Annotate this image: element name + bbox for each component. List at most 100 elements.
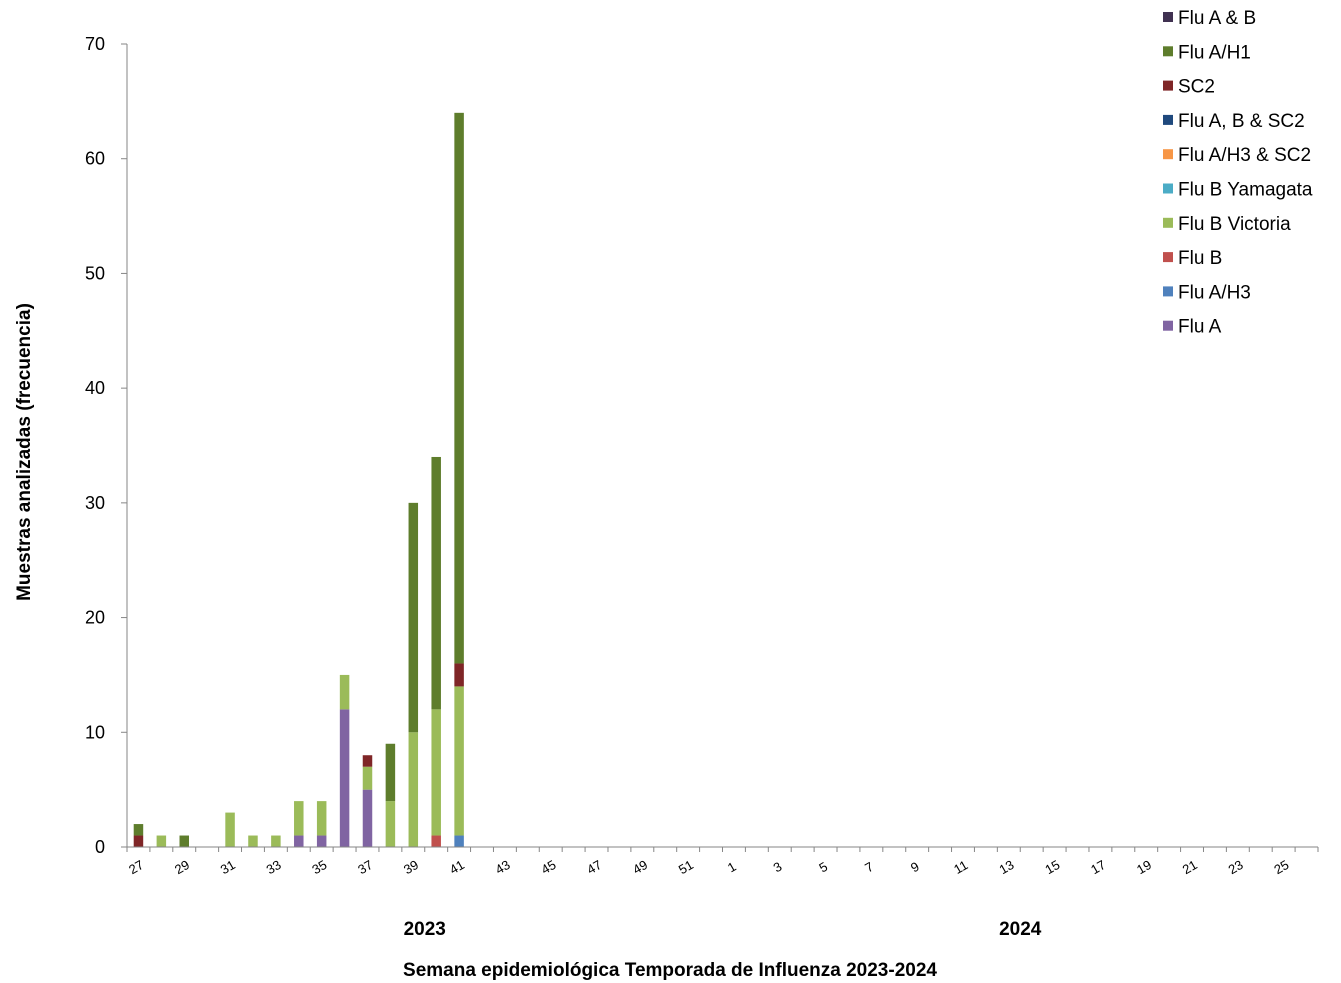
legend-item: SC2 bbox=[1163, 77, 1215, 98]
x-tick-label: 37 bbox=[355, 857, 375, 877]
bar-segment bbox=[179, 835, 190, 847]
legend-swatch bbox=[1163, 80, 1173, 91]
x-tick-label: 3 bbox=[771, 859, 785, 876]
legend-item: Flu A/H1 bbox=[1163, 42, 1251, 63]
x-tick-label: 17 bbox=[1088, 857, 1108, 877]
bar-segment bbox=[294, 835, 304, 847]
bar-segment bbox=[156, 835, 167, 847]
legend-swatch bbox=[1163, 12, 1173, 22]
legend-label: Flu B Yamagata bbox=[1178, 180, 1313, 201]
bar-segment bbox=[408, 732, 419, 847]
y-tick-label: 10 bbox=[85, 722, 105, 742]
x-tick-label: 47 bbox=[584, 857, 604, 877]
y-tick-label: 50 bbox=[85, 263, 105, 283]
y-tick-label: 0 bbox=[95, 837, 105, 857]
x-tick-label: 23 bbox=[1226, 857, 1246, 877]
legend: Flu A & B Flu A/H1 SC2 Flu A, B & SC2 Flu A/… bbox=[1163, 8, 1313, 338]
bar-segment bbox=[316, 801, 327, 836]
bar-segment bbox=[248, 835, 258, 847]
bar-segment bbox=[133, 835, 144, 847]
year-labels: 2023 2024 bbox=[404, 919, 1042, 940]
x-tick-label: 7 bbox=[862, 859, 876, 876]
legend-label: Flu A, B & SC2 bbox=[1178, 111, 1305, 132]
y-tick-label: 40 bbox=[85, 378, 105, 398]
legend-label: Flu A bbox=[1178, 317, 1222, 338]
bar-segment bbox=[408, 502, 419, 733]
bar-segment bbox=[454, 663, 464, 687]
legend-swatch bbox=[1163, 183, 1173, 194]
legend-item: Flu A bbox=[1163, 317, 1222, 338]
bar-segment bbox=[454, 686, 464, 836]
x-tick-label: 5 bbox=[816, 859, 830, 876]
bar-segment bbox=[133, 824, 144, 836]
bar-segment bbox=[271, 835, 281, 847]
legend-label: Flu A/H3 bbox=[1178, 282, 1251, 303]
bar-segment bbox=[385, 801, 396, 847]
x-tick-label: 41 bbox=[447, 857, 467, 877]
x-tick-label: 45 bbox=[538, 857, 558, 877]
x-tick-label: 19 bbox=[1134, 857, 1154, 877]
bar-segment bbox=[339, 674, 350, 710]
x-tick-label: 31 bbox=[218, 857, 238, 877]
legend-label: Flu A/H3 & SC2 bbox=[1178, 145, 1311, 166]
legend-item: Flu A & B bbox=[1163, 8, 1256, 29]
bar-segment bbox=[362, 766, 373, 790]
legend-swatch bbox=[1163, 217, 1173, 228]
legend-label: SC2 bbox=[1178, 77, 1215, 98]
bar-segment bbox=[454, 835, 464, 847]
legend-swatch bbox=[1163, 149, 1173, 160]
bar-segment bbox=[431, 709, 441, 836]
bar-segment bbox=[316, 835, 327, 847]
x-tick-label: 43 bbox=[493, 857, 513, 877]
legend-swatch bbox=[1163, 286, 1173, 297]
x-tick-label: 11 bbox=[951, 857, 970, 877]
legend-swatch bbox=[1163, 320, 1173, 331]
x-tick-label: 39 bbox=[401, 857, 421, 877]
legend-swatch bbox=[1163, 114, 1173, 125]
y-tick-label: 60 bbox=[85, 149, 105, 169]
bar-segment bbox=[225, 812, 235, 847]
legend-item: Flu A/H3 & SC2 bbox=[1163, 145, 1311, 166]
x-tick-label: 27 bbox=[126, 857, 146, 877]
bar-segment bbox=[362, 755, 373, 767]
x-axis-title: Semana epidemiológica Temporada de Influ… bbox=[403, 960, 937, 981]
bar-segment bbox=[362, 789, 373, 847]
y-tick-label: 20 bbox=[85, 608, 105, 628]
legend-item: Flu B Yamagata bbox=[1163, 180, 1313, 201]
bars-layer bbox=[133, 112, 464, 847]
bar-segment bbox=[385, 743, 396, 802]
x-tick-label: 9 bbox=[908, 859, 922, 876]
legend-label: Flu A/H1 bbox=[1178, 42, 1251, 63]
legend-item: Flu A, B & SC2 bbox=[1163, 111, 1305, 132]
x-tick-label: 13 bbox=[997, 857, 1017, 877]
year-label: 2024 bbox=[999, 919, 1042, 940]
bar-segment bbox=[294, 801, 304, 836]
bar-segment bbox=[431, 456, 441, 710]
x-tick-label: 15 bbox=[1042, 857, 1062, 877]
legend-label: Flu B Victoria bbox=[1178, 214, 1291, 235]
x-tick-label: 51 bbox=[676, 857, 696, 877]
x-tick-label: 25 bbox=[1271, 857, 1291, 877]
x-tick-label: 21 bbox=[1180, 857, 1200, 877]
x-tick-label: 29 bbox=[172, 857, 192, 877]
x-tick-label: 49 bbox=[630, 857, 650, 877]
legend-swatch bbox=[1163, 46, 1173, 57]
x-tick-label: 35 bbox=[309, 857, 329, 877]
y-tick-label: 70 bbox=[85, 34, 105, 54]
legend-item: Flu B bbox=[1163, 248, 1222, 269]
bar-segment bbox=[431, 835, 441, 847]
legend-label: Flu B bbox=[1178, 248, 1222, 269]
legend-swatch bbox=[1163, 252, 1173, 263]
bar-segment bbox=[454, 112, 464, 664]
x-tick-label: 33 bbox=[264, 857, 284, 877]
axes-layer bbox=[126, 44, 1318, 848]
x-tick-label: 1 bbox=[725, 859, 739, 876]
bar-segment bbox=[339, 709, 350, 847]
y-axis-title: Muestras analizadas (frecuencia) bbox=[14, 303, 35, 601]
legend-item: Flu A/H3 bbox=[1163, 282, 1251, 303]
legend-item: Flu B Victoria bbox=[1163, 214, 1291, 235]
year-label: 2023 bbox=[404, 919, 446, 940]
legend-label: Flu A & B bbox=[1178, 8, 1256, 29]
